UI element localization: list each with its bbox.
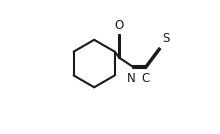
Text: N: N bbox=[127, 72, 136, 85]
Text: S: S bbox=[162, 32, 169, 45]
Text: O: O bbox=[115, 18, 124, 32]
Text: C: C bbox=[142, 72, 150, 85]
